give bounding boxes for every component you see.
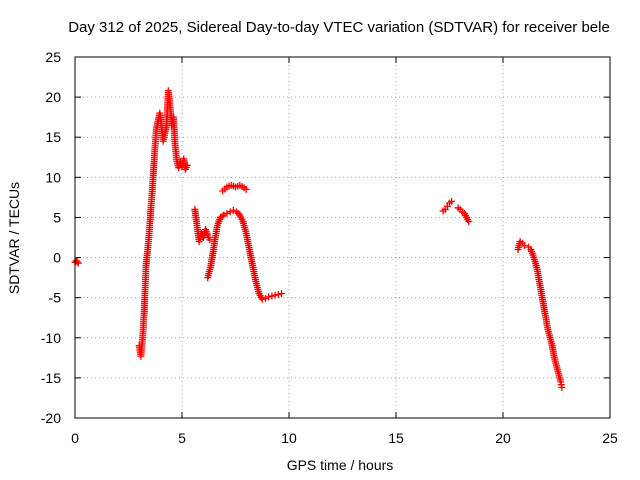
x-tick-label: 15 (388, 430, 404, 446)
axis-ticks: 0 5 10 15 20 25 -20 -15 -10 -5 0 5 10 15 20 25 (41, 49, 618, 446)
data-point (220, 211, 228, 219)
x-tick-label: 0 (71, 430, 79, 446)
y-tick-label: 20 (45, 89, 61, 105)
data-point (274, 290, 282, 298)
data-point (268, 292, 276, 300)
data-point (183, 161, 191, 169)
y-tick-label: 5 (53, 209, 61, 225)
y-tick-label: 0 (53, 250, 61, 266)
x-tick-label: 20 (495, 430, 511, 446)
y-tick-label: -20 (41, 410, 61, 426)
data-point (558, 384, 566, 392)
y-axis-label: SDTVAR / TECUs (6, 182, 22, 294)
chart-title: Day 312 of 2025, Sidereal Day-to-day VTE… (68, 19, 610, 36)
y-tick-label: 15 (45, 129, 61, 145)
x-tick-label: 25 (602, 430, 618, 446)
y-tick-label: -5 (49, 290, 62, 306)
data-point (278, 290, 286, 298)
data-points (71, 87, 566, 392)
data-point (218, 212, 226, 220)
y-tick-label: 10 (45, 169, 61, 185)
data-point (234, 209, 242, 217)
data-point (229, 206, 237, 214)
data-point (74, 259, 82, 267)
data-point (271, 291, 279, 299)
data-point (448, 197, 456, 205)
data-point (265, 293, 273, 301)
grid (75, 57, 610, 418)
data-point (258, 295, 266, 303)
y-tick-label: 25 (45, 49, 61, 65)
data-point (223, 209, 231, 217)
y-tick-label: -10 (41, 330, 61, 346)
data-point (465, 217, 473, 225)
data-point (233, 208, 241, 216)
data-point (242, 185, 250, 193)
y-tick-label: -15 (41, 370, 61, 386)
plot-frame (74, 56, 611, 419)
data-point (261, 294, 269, 302)
x-tick-label: 5 (178, 430, 186, 446)
data-point (520, 242, 528, 250)
x-axis-label: GPS time / hours (287, 457, 394, 473)
data-point (226, 208, 234, 216)
x-tick-label: 10 (281, 430, 297, 446)
